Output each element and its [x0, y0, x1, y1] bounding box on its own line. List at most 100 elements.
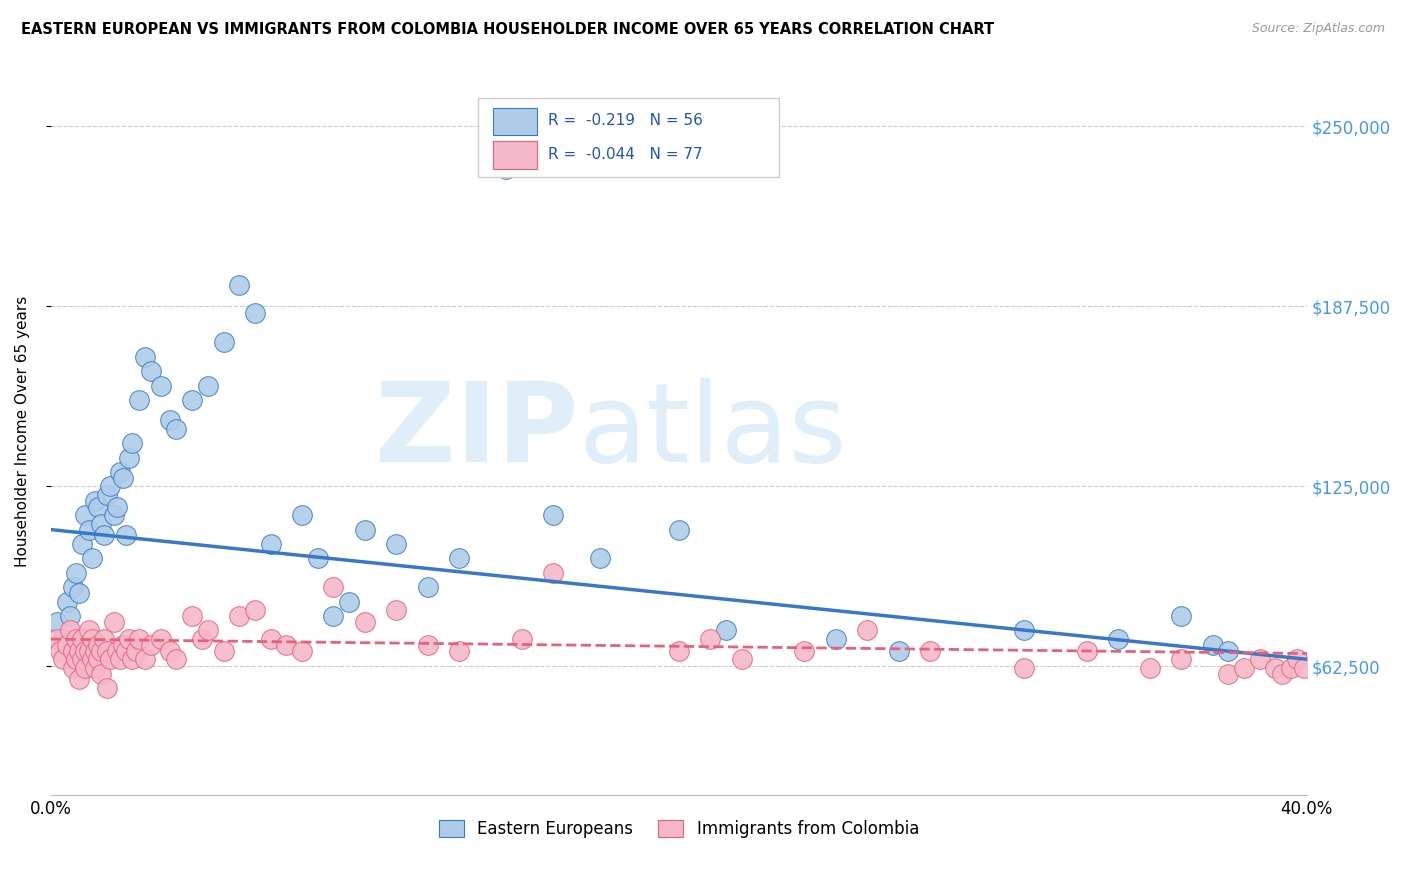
Text: atlas: atlas: [578, 378, 846, 485]
Point: [228, 277, 250, 292]
Point: [52, 632, 75, 646]
Point: [920, 643, 942, 657]
Point: [243, 306, 266, 320]
Point: [62, 661, 84, 675]
Point: [159, 413, 181, 427]
Point: [699, 632, 721, 646]
Point: [55, 594, 77, 608]
Point: [337, 594, 360, 608]
Text: R =  -0.219   N = 56: R = -0.219 N = 56: [548, 113, 703, 128]
Point: [447, 551, 470, 566]
Point: [181, 609, 204, 624]
Point: [307, 551, 329, 566]
Point: [108, 465, 131, 479]
Point: [103, 508, 125, 523]
Point: [322, 609, 344, 624]
Point: [1014, 624, 1036, 638]
Point: [100, 652, 122, 666]
Point: [134, 350, 156, 364]
Point: [128, 632, 150, 646]
Point: [416, 580, 439, 594]
Point: [385, 603, 408, 617]
Point: [322, 580, 344, 594]
FancyBboxPatch shape: [478, 97, 779, 178]
Point: [259, 632, 281, 646]
Point: [90, 516, 112, 531]
Point: [1170, 652, 1192, 666]
Point: [825, 632, 848, 646]
Point: [1170, 609, 1192, 624]
Point: [128, 392, 150, 407]
Point: [141, 638, 163, 652]
Point: [87, 638, 110, 652]
FancyBboxPatch shape: [494, 141, 537, 169]
Point: [65, 566, 87, 580]
Point: [103, 615, 125, 629]
Point: [510, 632, 533, 646]
Point: [1218, 666, 1240, 681]
Point: [730, 652, 752, 666]
Point: [124, 643, 146, 657]
Point: [62, 580, 84, 594]
Point: [353, 523, 375, 537]
Point: [112, 471, 135, 485]
Point: [1202, 638, 1225, 652]
Point: [447, 643, 470, 657]
Point: [121, 436, 143, 450]
Point: [108, 652, 131, 666]
Point: [83, 643, 105, 657]
Point: [1279, 661, 1302, 675]
Point: [1249, 652, 1271, 666]
Point: [46, 632, 69, 646]
Point: [243, 603, 266, 617]
Point: [70, 652, 93, 666]
Point: [77, 624, 100, 638]
Point: [96, 643, 118, 657]
Point: [100, 479, 122, 493]
Point: [541, 566, 564, 580]
Point: [49, 643, 72, 657]
Point: [52, 652, 75, 666]
Point: [118, 632, 141, 646]
Point: [134, 652, 156, 666]
Point: [59, 624, 82, 638]
Point: [118, 450, 141, 465]
Point: [115, 528, 138, 542]
Text: R =  -0.044   N = 77: R = -0.044 N = 77: [548, 146, 703, 161]
Point: [87, 652, 110, 666]
Point: [67, 673, 90, 687]
Point: [197, 624, 219, 638]
Point: [77, 523, 100, 537]
Point: [59, 609, 82, 624]
Point: [65, 652, 87, 666]
Point: [70, 537, 93, 551]
Point: [197, 378, 219, 392]
Point: [90, 643, 112, 657]
Point: [1218, 643, 1240, 657]
Text: EASTERN EUROPEAN VS IMMIGRANTS FROM COLOMBIA HOUSEHOLDER INCOME OVER 65 YEARS CO: EASTERN EUROPEAN VS IMMIGRANTS FROM COLO…: [21, 22, 994, 37]
Point: [65, 632, 87, 646]
Point: [93, 632, 115, 646]
Point: [105, 500, 128, 514]
Point: [141, 364, 163, 378]
Point: [87, 500, 110, 514]
Point: [714, 624, 737, 638]
Point: [181, 392, 204, 407]
Text: Source: ZipAtlas.com: Source: ZipAtlas.com: [1251, 22, 1385, 36]
Point: [1271, 666, 1294, 681]
Legend: Eastern Europeans, Immigrants from Colombia: Eastern Europeans, Immigrants from Colom…: [432, 813, 925, 845]
Point: [115, 643, 138, 657]
Point: [793, 643, 815, 657]
Point: [75, 643, 97, 657]
Point: [67, 643, 90, 657]
Point: [83, 661, 105, 675]
Point: [96, 681, 118, 695]
Point: [1139, 661, 1161, 675]
Point: [55, 638, 77, 652]
Point: [96, 488, 118, 502]
Point: [62, 643, 84, 657]
Point: [67, 586, 90, 600]
Point: [212, 643, 235, 657]
Point: [1233, 661, 1256, 675]
Point: [495, 162, 517, 177]
